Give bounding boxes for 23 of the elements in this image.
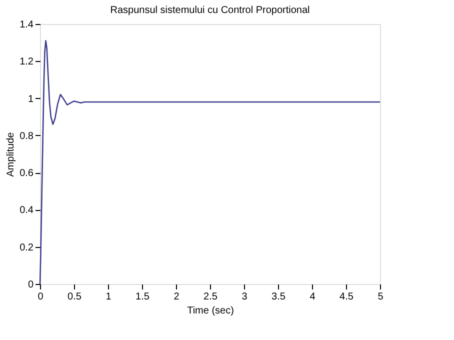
y-tick-label: 0.2: [20, 242, 34, 254]
y-tick-label: 1.4: [20, 20, 34, 30]
x-axis-title: Time (sec): [187, 306, 234, 316]
chart-title: Raspunsul sistemului cu Control Proportional: [110, 5, 310, 16]
x-tick-label: 3.5: [272, 292, 286, 302]
x-tick-label: 2.5: [204, 292, 218, 302]
y-tick-label: 1.2: [20, 56, 34, 68]
x-tick-label: 0: [38, 292, 44, 302]
x-tick-label: 5: [378, 292, 384, 302]
y-tick-label: 1: [28, 94, 34, 105]
x-tick-label: 1.5: [136, 292, 150, 302]
x-tick-label: 4: [310, 292, 316, 302]
y-tick-label: 0.4: [20, 205, 34, 216]
x-tick-label: 4.5: [340, 292, 354, 302]
y-tick-label: 0: [28, 280, 34, 290]
x-tick-label: 3: [242, 292, 248, 302]
x-tick-label: 2: [174, 292, 180, 302]
line-series: [39, 40, 381, 285]
y-tick-label: 0.8: [20, 130, 34, 142]
x-tick-label: 1: [106, 292, 112, 302]
y-tick-label: 0.6: [20, 168, 34, 180]
y-axis-title: Amplitude: [6, 132, 17, 177]
x-tick-label: 0.5: [68, 292, 82, 302]
